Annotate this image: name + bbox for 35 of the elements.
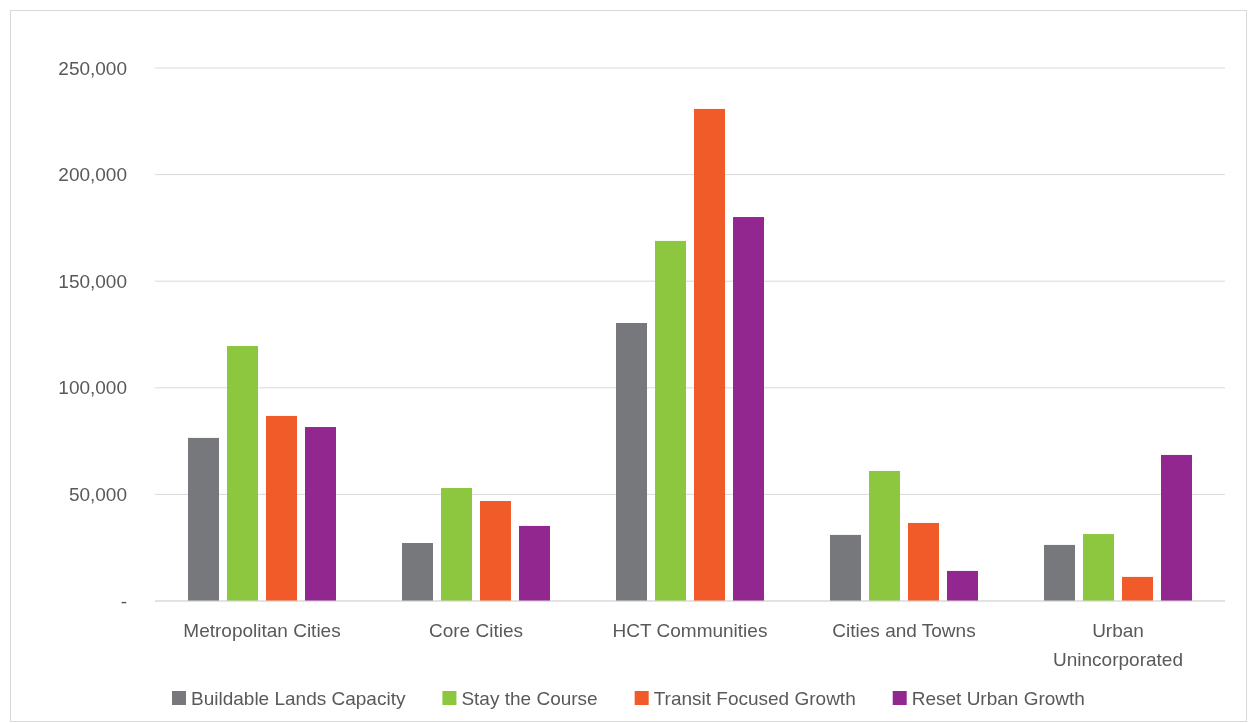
- bar: [908, 522, 939, 601]
- bar: [655, 240, 686, 601]
- bar: [1083, 534, 1114, 601]
- bar: [869, 470, 900, 601]
- bar: [519, 525, 550, 601]
- y-tick-label: -: [120, 590, 127, 612]
- legend-label: Buildable Lands Capacity: [191, 688, 406, 709]
- x-tick-label: Core Cities: [429, 620, 523, 641]
- bar: [830, 534, 861, 601]
- bar: [480, 501, 511, 601]
- bar: [305, 427, 336, 601]
- bar: [1122, 576, 1153, 601]
- y-tick-label: 50,000: [68, 483, 127, 505]
- y-tick-label: 100,000: [58, 377, 127, 399]
- bar: [227, 346, 258, 601]
- bar: [616, 322, 647, 601]
- bar: [1161, 454, 1192, 601]
- bar: [402, 543, 433, 601]
- y-tick-label: 150,000: [58, 270, 127, 292]
- y-tick-label: 200,000: [58, 164, 127, 186]
- bar: [441, 488, 472, 601]
- legend-label: Reset Urban Growth: [911, 688, 1085, 709]
- x-tick-label: Metropolitan Cities: [183, 620, 341, 641]
- y-tick-label: 250,000: [58, 57, 127, 79]
- bar: [1044, 544, 1075, 601]
- legend-label: Stay the Course: [461, 688, 598, 709]
- bar: [733, 217, 764, 601]
- legend-label: Transit Focused Growth: [653, 688, 856, 709]
- x-tick-label: Urban Unincorporated: [1053, 620, 1183, 671]
- bar: [694, 108, 725, 601]
- bar: [947, 570, 978, 601]
- bar: [266, 415, 297, 601]
- x-tick-label: Cities and Towns: [832, 620, 976, 641]
- bar: [188, 437, 219, 601]
- x-tick-label: HCT Communities: [612, 620, 768, 641]
